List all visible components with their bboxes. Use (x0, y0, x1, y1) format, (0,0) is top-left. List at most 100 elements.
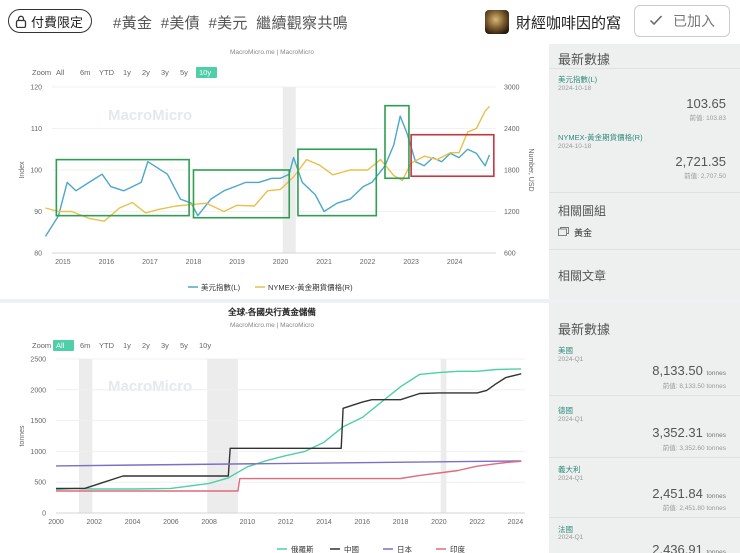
zoom-option-ytd[interactable]: YTD (99, 68, 115, 77)
badge-label: 付費限定 (31, 14, 84, 30)
series-prev-value: 前值: 8,133.50 tonnes (662, 383, 726, 390)
zoom-option-3y[interactable]: 3y (161, 68, 169, 77)
annotation-box (410, 133, 495, 178)
x-tick-label: 2015 (55, 259, 71, 266)
series-name[interactable]: 德國 (558, 406, 573, 415)
series-date: 2024-10-18 (558, 85, 592, 92)
series-value: 2,436.91 tonnes (652, 542, 726, 553)
series-date: 2024-Q1 (558, 356, 584, 363)
divider (549, 68, 740, 69)
lock-icon (15, 15, 27, 28)
legend-item-india[interactable]: 印度 (450, 544, 465, 553)
series-name[interactable]: 美國 (558, 346, 573, 355)
x-tick-label: 2020 (431, 519, 447, 526)
zoom-option-bg-all (53, 340, 74, 351)
y-axis-title: tonnes (19, 425, 26, 447)
zoom-option-6m[interactable]: 6m (80, 341, 90, 350)
legend-item-japan[interactable]: 日本 (397, 544, 412, 553)
x-tick-label: 2002 (86, 519, 102, 526)
chart-title: 全球-各國央行黃金儲備 (227, 307, 316, 317)
y-left-tick-label: 100 (30, 168, 42, 175)
y-right-tick-label: 1200 (504, 209, 520, 216)
zoom-option-5y[interactable]: 5y (180, 68, 188, 77)
x-tick-label: 2024 (447, 259, 463, 266)
x-tick-label: 2012 (278, 519, 294, 526)
joined-label: 已加入 (673, 13, 715, 29)
y-right-tick-label: 1800 (504, 168, 520, 175)
tag[interactable]: #美元 (208, 15, 248, 32)
zoom-option-3y[interactable]: 3y (161, 341, 169, 350)
x-tick-label: 2018 (393, 519, 409, 526)
tag[interactable]: #美債 (160, 15, 200, 32)
value-unit: tonnes (706, 432, 726, 439)
value-number: 2,436.91 (652, 542, 703, 553)
x-tick-label: 2019 (229, 259, 245, 266)
joined-button[interactable]: 已加入 (634, 5, 730, 37)
x-tick-label: 2016 (354, 519, 370, 526)
zoom-option-10y[interactable]: 10y (199, 68, 211, 77)
legend-item-china[interactable]: 中國 (344, 544, 359, 553)
legend: 俄羅斯 中國 日本 印度 (277, 544, 465, 553)
series-value: 103.65 (686, 96, 726, 111)
x-tick-label: 2008 (201, 519, 217, 526)
x-tick-label: 2010 (240, 519, 256, 526)
y-left-tick-label: 80 (34, 251, 42, 258)
panel-divider (0, 299, 740, 303)
related-articles-title: 相關文章 (558, 269, 607, 283)
series-date: 2024-10-18 (558, 143, 592, 150)
zoom-label: Zoom (32, 68, 51, 77)
latest-data-sidebar: 最新數據 美元指數(L) 2024-10-18 103.65 前值: 103.8… (549, 44, 740, 299)
series-name[interactable]: 美元指數(L) (558, 75, 598, 84)
zoom-bar: Zoom All 6m YTD 1y 2y 3y 5y 10y (32, 340, 211, 351)
latest-data-title: 最新數據 (558, 52, 611, 67)
divider (549, 517, 740, 518)
x-tick-label: 2022 (469, 519, 485, 526)
y-right-axis-title: Number, USD (527, 148, 534, 191)
tag[interactable]: #黃金 (113, 15, 153, 32)
zoom-option-2y[interactable]: 2y (142, 68, 150, 77)
paid-only-badge[interactable]: 付費限定 (8, 9, 93, 33)
y-left-axis-title: Index (19, 161, 26, 179)
x-tick-label: 2006 (163, 519, 179, 526)
zoom-option-ytd[interactable]: YTD (99, 341, 115, 350)
series-name[interactable]: NYMEX-黃金期貨價格(R) (558, 133, 643, 142)
legend-item-dxy[interactable]: 美元指數(L) (201, 282, 241, 292)
series-name[interactable]: 法國 (558, 525, 573, 534)
zoom-option-all[interactable]: All (56, 68, 65, 77)
series-name[interactable]: 義大利 (558, 465, 581, 474)
series-line-russia (55, 368, 522, 491)
y-tick-label: 2500 (30, 357, 46, 364)
x-tick-label: 2016 (99, 259, 115, 266)
zoom-option-1y[interactable]: 1y (123, 68, 131, 77)
series-value: 2,451.84 tonnes (652, 486, 726, 501)
channel-name[interactable]: 財經咖啡因的窩 (516, 15, 622, 32)
x-tick-label: 2022 (360, 259, 376, 266)
y-left-tick-label: 110 (31, 126, 42, 133)
zoom-option-6m[interactable]: 6m (80, 68, 90, 77)
latest-data-sidebar: 最新數據 美國 2024-Q1 8,133.50 tonnes 前值: 8,13… (549, 303, 740, 553)
related-chart-item[interactable]: 黃金 (558, 226, 592, 239)
annotation-box (192, 169, 291, 219)
annotation-box (384, 104, 410, 180)
zoom-option-2y[interactable]: 2y (142, 341, 150, 350)
x-tick-label: 2000 (48, 519, 64, 526)
legend-item-russia[interactable]: 俄羅斯 (291, 544, 314, 553)
series-date: 2024-Q1 (558, 475, 584, 482)
value-number: 2,451.84 (652, 486, 703, 501)
series-value: 3,352.31 tonnes (652, 425, 726, 440)
channel-avatar[interactable] (485, 10, 509, 34)
legend-item-gold[interactable]: NYMEX-黃金期貨價格(R) (268, 282, 353, 292)
series-prev-value: 前值: 103.83 (689, 115, 727, 122)
y-tick-label: 1500 (30, 418, 46, 425)
series-line-china (56, 373, 522, 490)
series-prev-value: 前值: 2,707.50 (684, 173, 726, 180)
zoom-option-10y[interactable]: 10y (199, 341, 211, 350)
zoom-option-all[interactable]: All (56, 341, 65, 350)
value-number: 3,352.31 (652, 425, 703, 440)
legend: 美元指數(L) NYMEX-黃金期貨價格(R) (188, 282, 353, 292)
zoom-option-1y[interactable]: 1y (123, 341, 131, 350)
series-line-dxy (44, 115, 491, 237)
zoom-option-5y[interactable]: 5y (180, 341, 188, 350)
x-tick-label: 2021 (316, 259, 332, 266)
dxy-gold-chart-svg: MacroMicro.me | MacroMicro Zoom All 6m YTD 1… (19, 49, 534, 292)
